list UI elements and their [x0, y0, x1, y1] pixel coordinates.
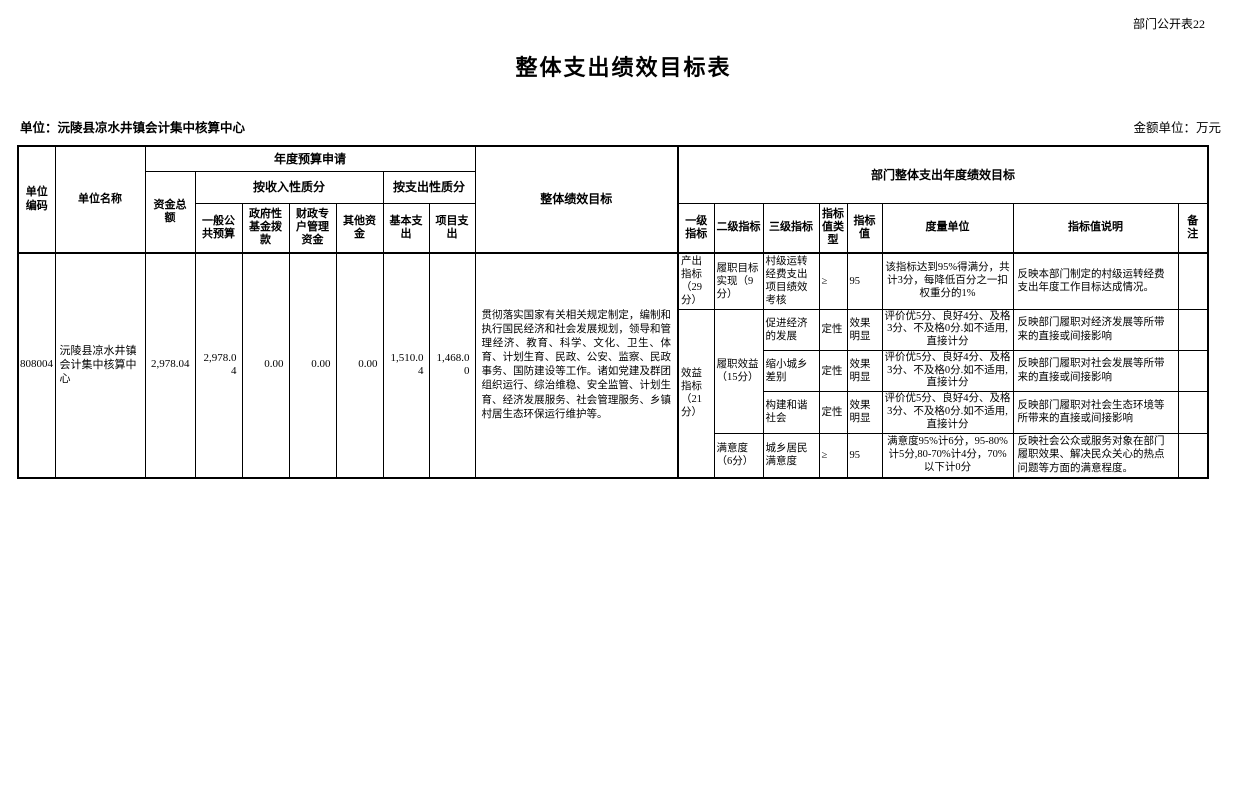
data-row-4: 构建和谐社会 定性 效果明显 评价优5分、良好4分、及格3分、不及格0分.如不适… [18, 391, 1209, 434]
col-header-project-expense: 项目支出 [428, 202, 476, 254]
cell-value: 效果明显 [846, 349, 883, 393]
col-header-level2: 二级指标 [713, 202, 764, 254]
cell-measure-unit: 评价优5分、良好4分、及格3分、不及格0分.如不适用,直接计分 [881, 308, 1014, 351]
data-row-3: 缩小城乡差别 定性 效果明显 评价优5分、良好4分、及格3分、不及格0分.如不适… [18, 349, 1209, 393]
header-row-2: 资金总额 按收入性质分 按支出性质分 [18, 170, 1208, 254]
cell-remark [1177, 349, 1209, 393]
col-header-value-type: 指标值类型 [818, 202, 848, 254]
cell-measure-unit: 满意度95%计6分，95-80%计5分,80-70%计4分，70%以下计0分 [881, 432, 1014, 479]
cell-fiscal-account: 0.00 [288, 252, 337, 479]
cell-value: 效果明显 [846, 308, 883, 351]
cell-value: 95 [846, 252, 883, 310]
cell-general-public-budget: 2,978.04 [194, 252, 243, 479]
cell-value-desc: 反映部门履职对经济发展等所带来的直接或间接影响 [1012, 308, 1179, 351]
cell-value: 效果明显 [846, 391, 883, 434]
cell-unit-name: 沅陵县凉水井镇会计集中核算中心 [54, 252, 146, 479]
col-header-fiscal-account: 财政专户管理资金 [288, 202, 337, 254]
col-header-gov-fund: 政府性基金拨款 [241, 202, 290, 254]
cell-level3: 构建和谐社会 [762, 391, 820, 434]
cell-project-expense: 1,468.00 [428, 252, 476, 479]
col-header-general-public-budget: 一般公共预算 [194, 202, 243, 254]
col-header-by-income: 按收入性质分 [194, 170, 384, 204]
cell-basic-expense: 1,510.04 [382, 252, 430, 479]
table-container: 单位编码 单位名称 年度预算申请 整体绩效目标 部门整体支出年度绩效目标 资金总… [17, 145, 1210, 479]
col-header-annual-budget: 年度预算申请 [144, 145, 476, 172]
col-header-other-funds: 其他资金 [335, 202, 384, 254]
cell-measure-unit: 评价优5分、良好4分、及格3分、不及格0分.如不适用,直接计分 [881, 349, 1014, 393]
cell-total-funds: 2,978.04 [144, 252, 196, 479]
cell-value-type: 定性 [818, 308, 848, 351]
cell-value-desc: 反映部门履职对社会发展等所带来的直接或间接影响 [1012, 349, 1179, 393]
col-header-unit-code: 单位编码 [17, 145, 56, 254]
col-header-unit-name: 单位名称 [54, 145, 146, 254]
cell-remark [1177, 432, 1209, 479]
data-row-5: 满意度（6分） 城乡居民满意度 ≥ 95 满意度95%计6分，95-80%计5分… [18, 432, 1209, 479]
col-header-by-expense: 按支出性质分 [382, 170, 476, 204]
col-header-value-desc: 指标值说明 [1012, 202, 1179, 254]
cell-level3: 缩小城乡差别 [762, 349, 820, 393]
col-header-overall-target: 整体绩效目标 [474, 145, 679, 254]
cell-value-type: ≥ [818, 432, 848, 479]
col-header-dept-annual-target: 部门整体支出年度绩效目标 [677, 145, 1209, 204]
cell-value-desc: 反映社会公众或服务对象在部门履职效果、解决民众关心的热点问题等方面的满意程度。 [1012, 432, 1179, 479]
cell-remark [1177, 252, 1209, 310]
cell-level3: 村级运转经费支出项目绩效考核 [762, 252, 820, 310]
col-header-remark: 备注 [1177, 202, 1209, 254]
corner-label: 部门公开表22 [1132, 17, 1205, 31]
cell-value-type: 定性 [818, 391, 848, 434]
cell-level3: 促进经济的发展 [762, 308, 820, 351]
amount-unit-label: 金额单位：万元 [1133, 121, 1221, 135]
page-title: 整体支出绩效目标表 [515, 55, 732, 80]
cell-level3: 城乡居民满意度 [762, 432, 820, 479]
cell-overall-target: 贯彻落实国家有关相关规定制定，编制和执行国民经济和社会发展规划，领导和管理经济、… [474, 252, 679, 479]
cell-level1: 效益指标（21分） [677, 308, 715, 479]
cell-value-type: 定性 [818, 349, 848, 393]
cell-remark [1177, 391, 1209, 434]
col-header-basic-expense: 基本支出 [382, 202, 430, 254]
cell-level2: 满意度（6分） [713, 432, 764, 479]
cell-unit-code: 808004 [17, 252, 56, 479]
unit-label: 单位：沅陵县凉水井镇会计集中核算中心 [20, 121, 246, 135]
col-header-level3: 三级指标 [762, 202, 820, 254]
cell-value-type: ≥ [818, 252, 848, 310]
col-header-value: 指标值 [846, 202, 883, 254]
cell-measure-unit: 评价优5分、良好4分、及格3分、不及格0分.如不适用,直接计分 [881, 391, 1014, 434]
cell-level2: 履职目标实现（9分） [713, 252, 764, 310]
col-header-measure-unit: 度量单位 [881, 202, 1014, 254]
cell-level2: 履职效益（15分） [713, 308, 764, 434]
cell-measure-unit: 该指标达到95%得满分，共计3分，每降低百分之一扣权重分的1% [881, 252, 1014, 310]
cell-value-desc: 反映本部门制定的村级运转经费支出年度工作目标达成情况。 [1012, 252, 1179, 310]
cell-gov-fund: 0.00 [241, 252, 290, 479]
cell-remark [1177, 308, 1209, 351]
performance-target-table: 单位编码 单位名称 年度预算申请 整体绩效目标 部门整体支出年度绩效目标 资金总… [17, 145, 1210, 479]
col-header-total-funds: 资金总额 [144, 170, 196, 254]
header-row-3: 一般公共预算 政府性基金拨款 财政专户管理资金 其他资金 基本支出 项目支出 一… [18, 202, 1209, 254]
col-header-level1: 一级指标 [677, 202, 715, 254]
cell-value: 95 [846, 432, 883, 479]
cell-other-funds: 0.00 [335, 252, 384, 479]
header-row-1: 单位编码 单位名称 年度预算申请 整体绩效目标 部门整体支出年度绩效目标 [17, 145, 1209, 254]
data-row-1: 808004 沅陵县凉水井镇会计集中核算中心 2,978.04 2,978.04… [17, 252, 1209, 479]
cell-value-desc: 反映部门履职对社会生态环境等所带来的直接或间接影响 [1012, 391, 1179, 434]
cell-level1: 产出指标（29分） [677, 252, 715, 310]
